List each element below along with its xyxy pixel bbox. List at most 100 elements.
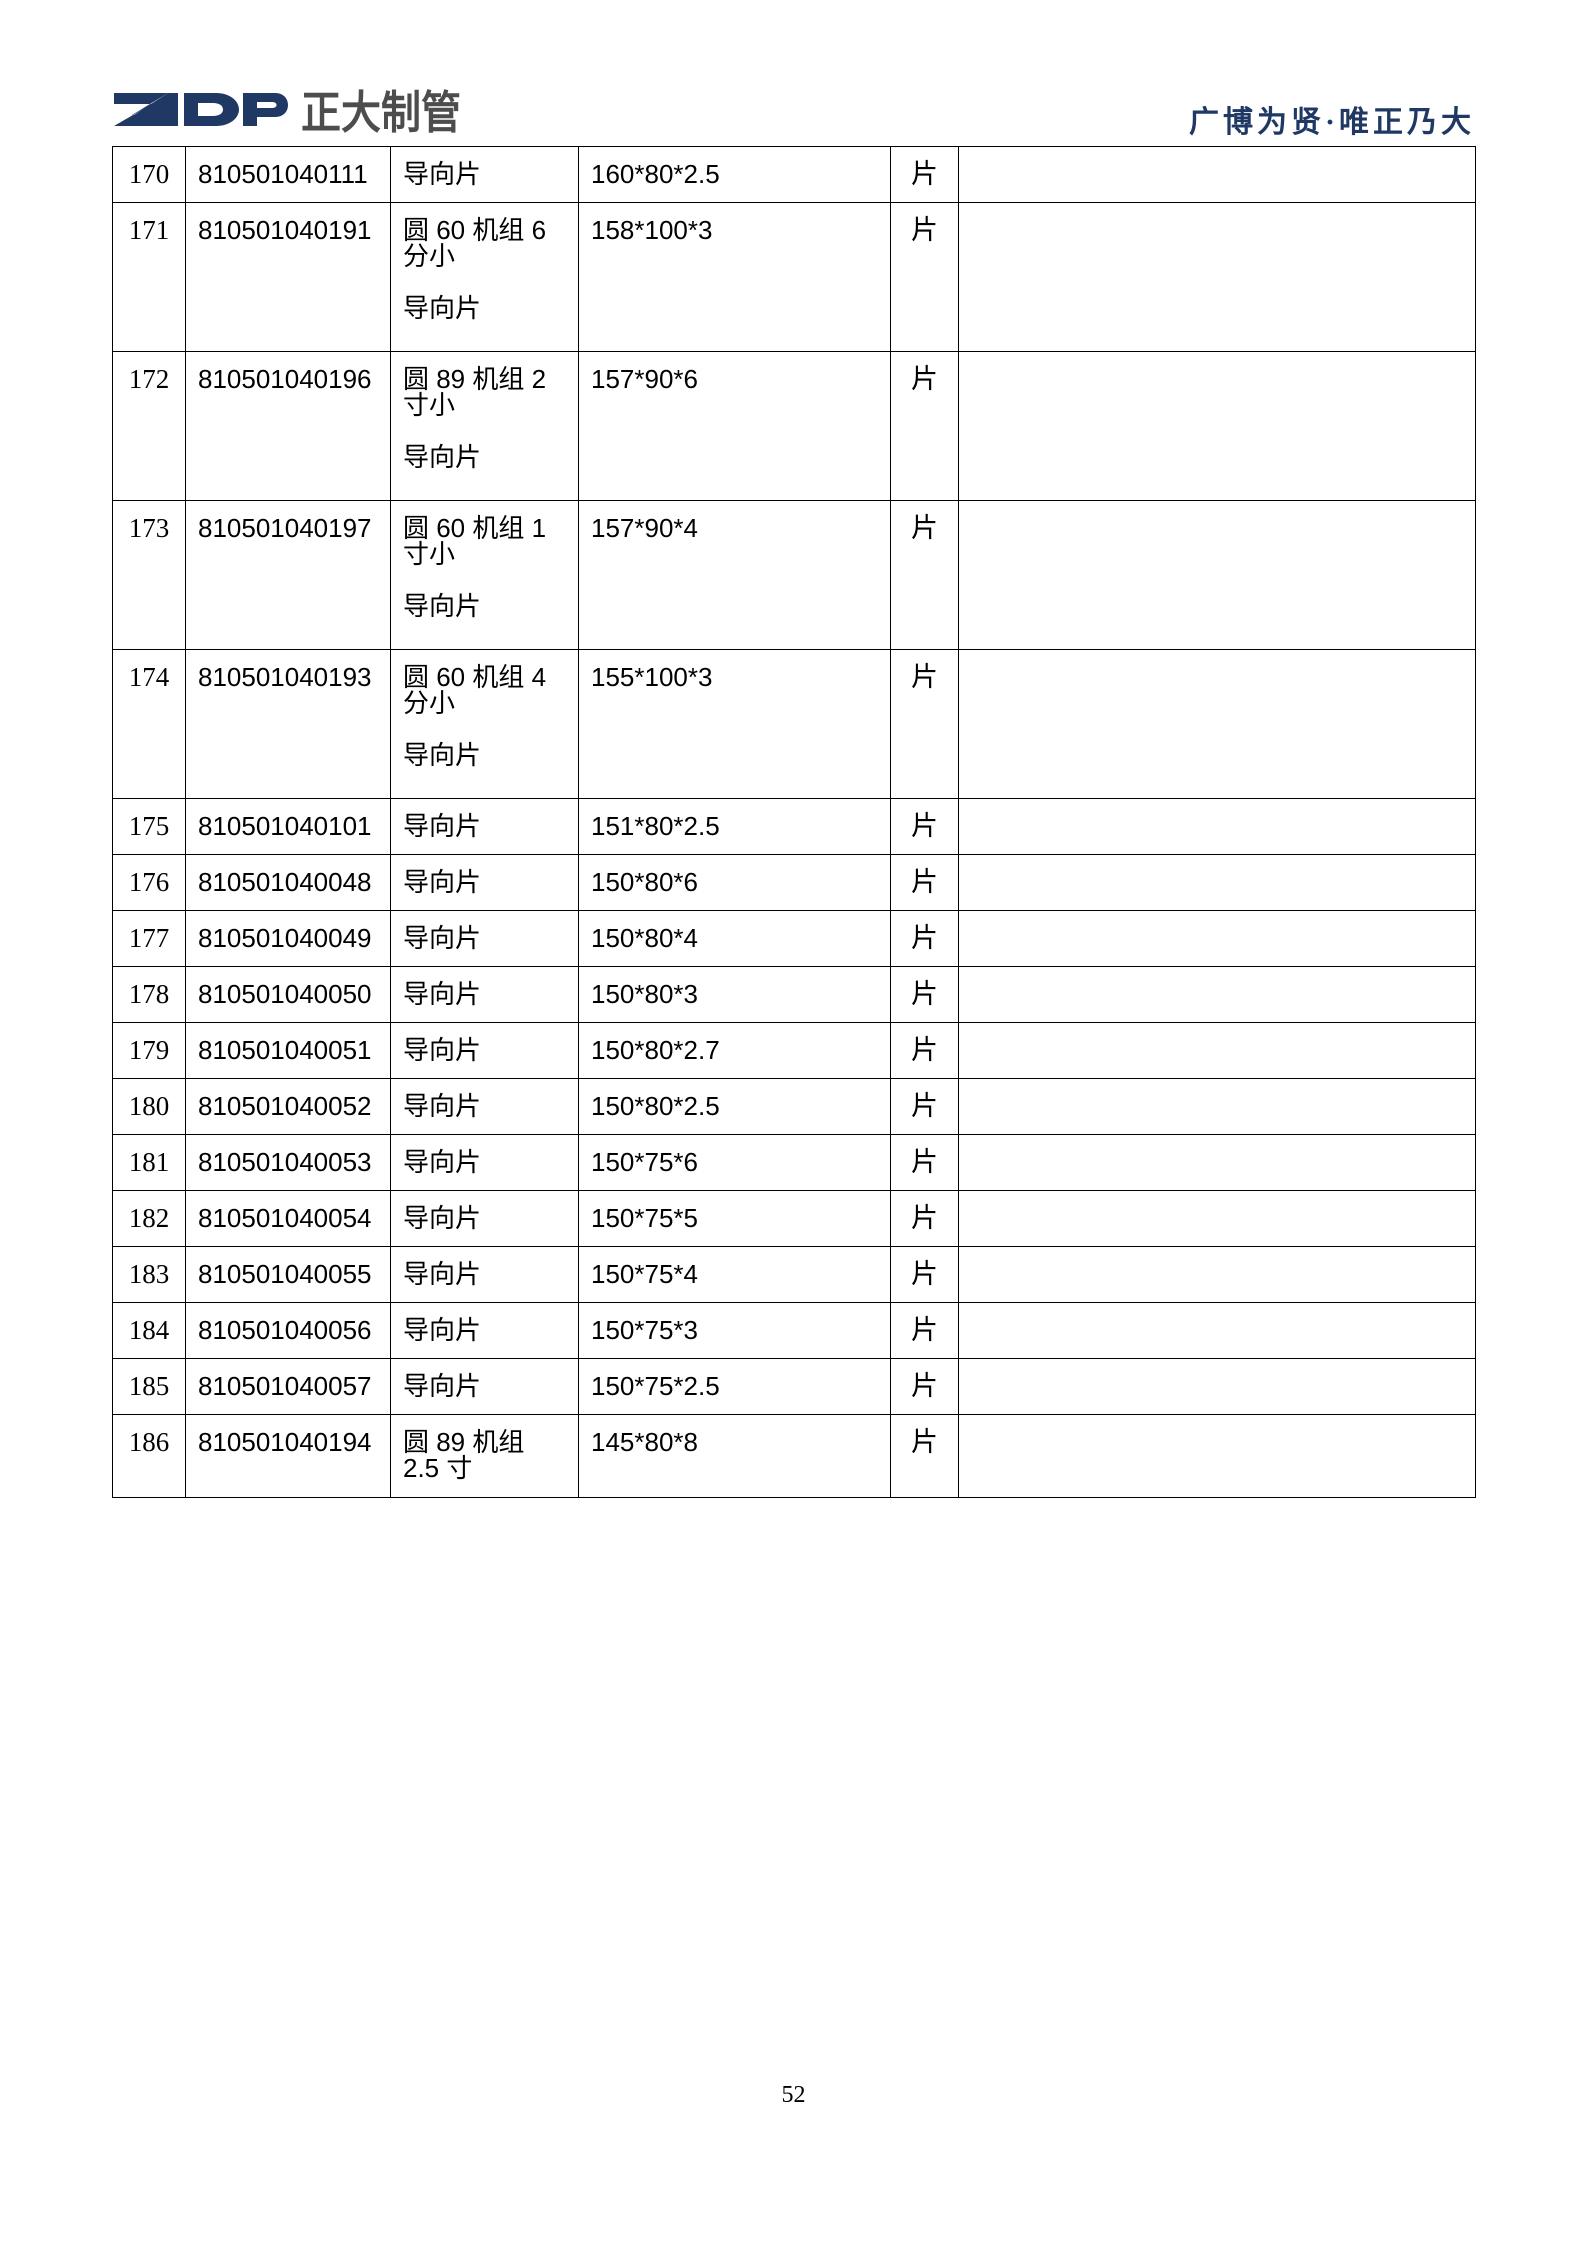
row-unit-cell-text: 片 [911, 1371, 938, 1401]
table-row: 173 810501040197 圆 60 机组 1 寸小 导向片 157*90*4 片 [112, 500, 1476, 650]
row-size-cell-text: 150*80*2.7 [591, 1035, 720, 1065]
row-note-cell [958, 351, 1476, 501]
row-size-cell-text: 150*75*6 [591, 1147, 698, 1177]
row-unit-cell-text: 片 [911, 662, 938, 692]
row-code-cell: 810501040056 [185, 1302, 391, 1359]
row-size-cell-text: 150*80*3 [591, 979, 698, 1009]
row-index-cell-text: 183 [128, 1259, 170, 1289]
row-name-cell: 导向片 [390, 1078, 579, 1135]
row-index-cell: 186 [112, 1414, 186, 1498]
company-name-label: 正大制管 [301, 88, 461, 139]
row-size-cell-text: 150*75*4 [591, 1259, 698, 1289]
row-name-cell-text: 导向片 [403, 923, 482, 953]
row-note-cell [958, 649, 1476, 799]
row-index-cell-text: 173 [128, 513, 170, 543]
company-logo: 正大制管 [112, 88, 461, 142]
row-index-cell: 179 [112, 1022, 186, 1079]
row-name-cell-text: 导向片 [403, 1371, 482, 1401]
row-index-cell: 181 [112, 1134, 186, 1191]
row-note-cell-text [959, 799, 1475, 853]
row-name-cell: 导向片 [390, 1358, 579, 1415]
row-name-cell-text: 导向片 [403, 1091, 482, 1121]
row-size-cell-text: 160*80*2.5 [591, 159, 720, 189]
table-row: 186 810501040194 圆 89 机组 2.5 寸 145*80*8 片 [112, 1414, 1476, 1498]
row-unit-cell-text: 片 [911, 1203, 938, 1233]
row-name-cell: 导向片 [390, 966, 579, 1023]
row-note-cell-text [959, 352, 1475, 406]
row-name-cell-text: 导向片 [403, 867, 482, 897]
row-size-cell-text: 150*80*4 [591, 923, 698, 953]
row-code-cell: 810501040196 [185, 351, 391, 501]
row-index-cell: 183 [112, 1246, 186, 1303]
table-row: 176 810501040048 导向片 150*80*6 片 [112, 854, 1476, 911]
row-size-cell: 150*80*3 [578, 966, 891, 1023]
row-code-cell-text: 810501040050 [198, 979, 372, 1009]
row-note-cell [958, 1190, 1476, 1247]
row-name-cell: 导向片 [390, 146, 579, 203]
table-row: 183 810501040055 导向片 150*75*4 片 [112, 1246, 1476, 1303]
zdp-logo-icon [112, 91, 288, 142]
row-code-cell: 810501040193 [185, 649, 391, 799]
row-name-cell-text: 圆 89 机组 2 寸小 导向片 [403, 364, 547, 472]
row-code-cell-text: 810501040049 [198, 923, 372, 953]
row-note-cell-text [959, 1079, 1475, 1133]
row-size-cell: 157*90*4 [578, 500, 891, 650]
row-code-cell-text: 810501040101 [198, 811, 372, 841]
row-code-cell: 810501040052 [185, 1078, 391, 1135]
row-size-cell-text: 157*90*6 [591, 364, 698, 394]
row-size-cell: 150*75*4 [578, 1246, 891, 1303]
row-code-cell: 810501040194 [185, 1414, 391, 1498]
row-name-cell-text: 导向片 [403, 1315, 482, 1345]
row-name-cell-text: 导向片 [403, 1203, 482, 1233]
company-tagline: 广博为贤·唯正乃大 [1188, 106, 1475, 139]
row-code-cell-text: 810501040196 [198, 364, 372, 394]
table-row: 170 810501040111 导向片 160*80*2.5 片 [112, 146, 1476, 203]
table-row: 175 810501040101 导向片 151*80*2.5 片 [112, 798, 1476, 855]
row-unit-cell: 片 [890, 910, 959, 967]
row-size-cell: 157*90*6 [578, 351, 891, 501]
row-code-cell-text: 810501040055 [198, 1259, 372, 1289]
row-code-cell: 810501040111 [185, 146, 391, 203]
row-name-cell-text: 导向片 [403, 1259, 482, 1289]
row-size-cell: 150*75*6 [578, 1134, 891, 1191]
row-code-cell-text: 810501040057 [198, 1371, 372, 1401]
row-name-cell: 圆 89 机组 2.5 寸 [390, 1414, 579, 1498]
row-index-cell: 172 [112, 351, 186, 501]
row-unit-cell: 片 [890, 1358, 959, 1415]
table-row: 184 810501040056 导向片 150*75*3 片 [112, 1302, 1476, 1359]
table-row: 180 810501040052 导向片 150*80*2.5 片 [112, 1078, 1476, 1135]
row-index-cell: 180 [112, 1078, 186, 1135]
row-code-cell: 810501040191 [185, 202, 391, 352]
row-code-cell: 810501040053 [185, 1134, 391, 1191]
row-name-cell: 导向片 [390, 1190, 579, 1247]
row-size-cell: 150*80*4 [578, 910, 891, 967]
row-unit-cell-text: 片 [911, 215, 938, 245]
row-index-cell: 176 [112, 854, 186, 911]
row-note-cell [958, 966, 1476, 1023]
row-name-cell-text: 导向片 [403, 811, 482, 841]
row-name-cell: 导向片 [390, 1302, 579, 1359]
row-size-cell-text: 157*90*4 [591, 513, 698, 543]
row-name-cell: 导向片 [390, 910, 579, 967]
row-unit-cell: 片 [890, 1078, 959, 1135]
row-unit-cell-text: 片 [911, 1315, 938, 1345]
row-size-cell-text: 145*80*8 [591, 1427, 698, 1457]
row-code-cell: 810501040057 [185, 1358, 391, 1415]
row-unit-cell: 片 [890, 1246, 959, 1303]
row-index-cell-text: 177 [128, 923, 170, 953]
row-index-cell-text: 175 [128, 811, 170, 841]
row-unit-cell: 片 [890, 854, 959, 911]
row-code-cell-text: 810501040111 [198, 159, 368, 189]
row-size-cell-text: 150*75*5 [591, 1203, 698, 1233]
row-index-cell-text: 176 [128, 867, 170, 897]
row-index-cell: 182 [112, 1190, 186, 1247]
row-note-cell-text [959, 147, 1475, 201]
table-row: 182 810501040054 导向片 150*75*5 片 [112, 1190, 1476, 1247]
row-index-cell: 174 [112, 649, 186, 799]
row-unit-cell: 片 [890, 500, 959, 650]
row-index-cell: 177 [112, 910, 186, 967]
row-size-cell-text: 150*75*3 [591, 1315, 698, 1345]
row-note-cell [958, 1246, 1476, 1303]
row-unit-cell: 片 [890, 351, 959, 501]
